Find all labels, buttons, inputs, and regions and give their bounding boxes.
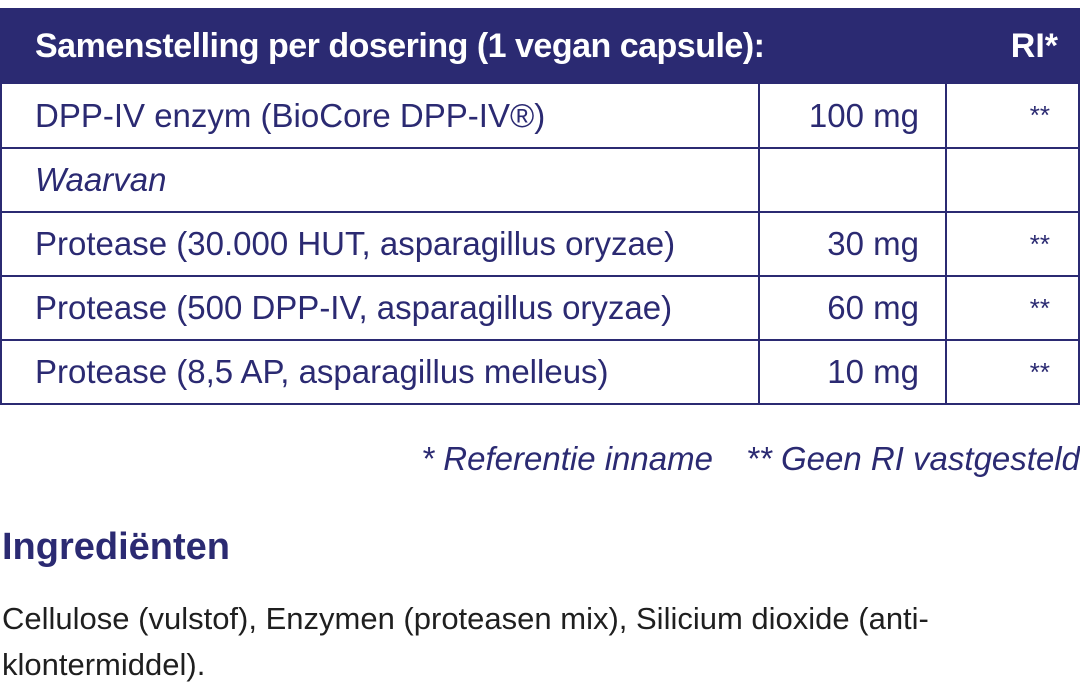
footnote-no-ri: ** Geen RI vastgesteld [746,440,1080,477]
ingredients-text: Cellulose (vulstof), Enzymen (proteasen … [2,601,929,682]
ingredient-amount [760,149,947,211]
ingredient-ri: ** [1029,100,1050,130]
table-body: DPP-IV enzym (BioCore DPP-IV®) 100 mg **… [0,84,1080,405]
table-row: Waarvan [2,149,1078,213]
ingredient-ri: ** [1029,292,1050,323]
table-header: Samenstelling per dosering (1 vegan caps… [0,8,1080,84]
table-header-ri: RI* [1010,26,1058,65]
ingredient-name: Protease (500 DPP-IV, asparagillus oryza… [2,277,760,339]
footnote: * Referentie inname ** Geen RI vastgeste… [421,440,1080,478]
ingredient-amount: 30 mg [760,213,947,275]
ingredient-ri: ** [1029,228,1050,259]
ingredient-name: Protease (8,5 AP, asparagillus melleus) [2,341,760,403]
table-header-title: Samenstelling per dosering (1 vegan caps… [35,26,765,65]
ingredient-amount: 60 mg [760,277,947,339]
ingredient-amount: 100 mg [760,84,947,147]
ingredient-name: Protease (30.000 HUT, asparagillus oryza… [2,213,760,275]
ingredient-name: Waarvan [2,149,760,211]
table-row: Protease (8,5 AP, asparagillus melleus) … [2,341,1078,405]
ingredient-name: DPP-IV enzym (BioCore DPP-IV®) [2,84,760,147]
ingredient-amount: 10 mg [760,341,947,403]
table-row: Protease (500 DPP-IV, asparagillus oryza… [2,277,1078,341]
ingredients-title: Ingrediënten [2,526,231,568]
table-row: DPP-IV enzym (BioCore DPP-IV®) 100 mg ** [2,84,1078,149]
ingredient-ri [947,149,1078,211]
ingredient-ri: ** [1029,356,1050,387]
table-row: Protease (30.000 HUT, asparagillus oryza… [2,213,1078,277]
composition-table: Samenstelling per dosering (1 vegan caps… [0,8,1080,405]
footnote-reference: * Referentie inname [421,440,713,477]
